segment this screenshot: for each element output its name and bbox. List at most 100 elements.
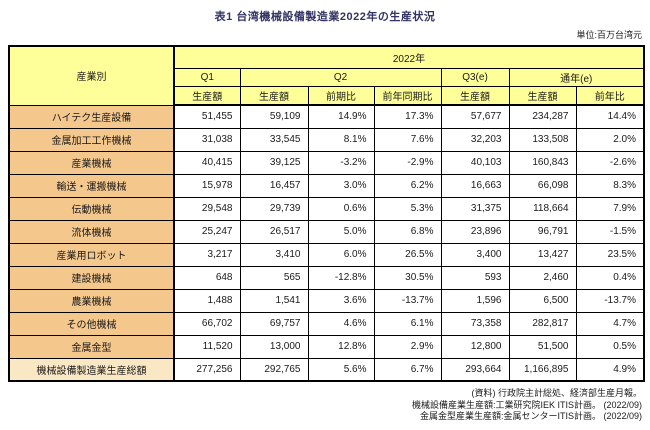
header-row-year: 産業別 2022年 (8, 45, 645, 106)
total-row: 機械設備製造業生産総額 277,256 292,765 5.6% 6.7% 293,664… (8, 357, 645, 382)
value-cell: 8.3% (575, 173, 645, 198)
value-cell: 32,203 (440, 127, 510, 152)
value-cell: 5.0% (307, 219, 375, 244)
value-cell: 40,103 (440, 150, 510, 175)
value-cell: 6.1% (373, 311, 442, 336)
value-cell: 66,702 (173, 311, 241, 336)
value-cell: 12.8% (307, 334, 375, 359)
value-cell: 33,545 (239, 127, 309, 152)
value-cell: 4.7% (575, 311, 645, 336)
value-cell: 565 (239, 265, 309, 290)
value-cell: 6.8% (373, 219, 442, 244)
industry-label-cell: 産業用ロボット (8, 242, 175, 267)
value-cell: 648 (173, 265, 241, 290)
value-cell: 73,358 (440, 311, 510, 336)
value-cell: 51,500 (508, 334, 577, 359)
value-cell: 14.9% (307, 104, 375, 129)
table-row: 金属加工工作機械 31,038 33,545 8.1% 7.6% 32,203 133,50… (8, 127, 645, 152)
value-cell: 66,098 (508, 173, 577, 198)
value-cell: 2.0% (575, 127, 645, 152)
production-table: 産業別 2022年 Q1 Q2 Q3(e) 通年(e) 生産額 生産額 前期比 … (8, 45, 646, 382)
header-measure: 前年比 (575, 85, 645, 106)
header-measure: 前期比 (307, 85, 375, 106)
value-cell: -3.2% (307, 150, 375, 175)
industry-label-cell: 産業機械 (8, 150, 175, 175)
table-body: ハイテク生産設備 51,455 59,109 14.9% 17.3% 57,677 234,… (8, 104, 645, 382)
value-cell: 277,256 (173, 357, 241, 382)
value-cell: 7.6% (373, 127, 442, 152)
value-cell: 6.2% (373, 173, 442, 198)
table-header: 産業別 2022年 Q1 Q2 Q3(e) 通年(e) 生産額 生産額 前期比 … (8, 45, 645, 106)
value-cell: 13,427 (508, 242, 577, 267)
value-cell: 26,517 (239, 219, 309, 244)
value-cell: -12.8% (307, 265, 375, 290)
header-q1: Q1 (173, 67, 241, 87)
header-industry: 産業別 (8, 45, 175, 106)
header-q2: Q2 (239, 67, 442, 87)
value-cell: 96,791 (508, 219, 577, 244)
value-cell: 0.6% (307, 196, 375, 221)
value-cell: 2,460 (508, 265, 577, 290)
value-cell: 16,457 (239, 173, 309, 198)
value-cell: 6.7% (373, 357, 442, 382)
value-cell: 23,896 (440, 219, 510, 244)
header-fullyear-e: 通年(e) (508, 67, 645, 87)
value-cell: 5.3% (373, 196, 442, 221)
industry-label-cell: 金属金型 (8, 334, 175, 359)
table-row: 建設機械 648 565 -12.8% 30.5% 593 2,460 0.4% (8, 265, 645, 290)
value-cell: 0.5% (575, 334, 645, 359)
value-cell: 59,109 (239, 104, 309, 129)
table-row: 金属金型 11,520 13,000 12.8% 2.9% 12,800 51,500 0.5… (8, 334, 645, 359)
value-cell: 11,520 (173, 334, 241, 359)
table-row: 流体機械 25,247 26,517 5.0% 6.8% 23,896 96,791 -1.5… (8, 219, 645, 244)
value-cell: 1,488 (173, 288, 241, 313)
value-cell: 1,596 (440, 288, 510, 313)
value-cell: 8.1% (307, 127, 375, 152)
industry-label-cell: 機械設備製造業生産総額 (8, 357, 175, 382)
value-cell: 293,664 (440, 357, 510, 382)
footnote-line: 金属金型産業生産額:金属センターITIS計画。 (2022/09) (419, 411, 642, 421)
footnote-line: (資料) 行政院主計総処、経済部生産月報。 (471, 388, 643, 398)
value-cell: 0.4% (575, 265, 645, 290)
value-cell: -13.7% (575, 288, 645, 313)
value-cell: -1.5% (575, 219, 645, 244)
industry-label-cell: 農業機械 (8, 288, 175, 313)
value-cell: 4.6% (307, 311, 375, 336)
industry-label-cell: 伝動機械 (8, 196, 175, 221)
value-cell: 282,817 (508, 311, 577, 336)
value-cell: 3.0% (307, 173, 375, 198)
value-cell: -2.9% (373, 150, 442, 175)
value-cell: 29,548 (173, 196, 241, 221)
value-cell: 3,217 (173, 242, 241, 267)
value-cell: 31,375 (440, 196, 510, 221)
industry-label-cell: その他機械 (8, 311, 175, 336)
value-cell: 2.9% (373, 334, 442, 359)
table-row: 産業機械 40,415 39,125 -3.2% -2.9% 40,103 160,843-… (8, 150, 645, 175)
header-row-measures: 生産額 生産額 前期比 前年同期比 生産額 生産額 前年比 (9, 85, 645, 106)
header-measure: 生産額 (173, 85, 241, 106)
industry-label-cell: ハイテク生産設備 (8, 104, 175, 129)
footnote-line: 機械設備産業生産額:工業研究院IEK ITIS計画。 (2022/09) (411, 399, 642, 410)
value-cell: 15,978 (173, 173, 241, 198)
value-cell: 25,247 (173, 219, 241, 244)
value-cell: 5.6% (307, 357, 375, 382)
value-cell: 133,508 (508, 127, 577, 152)
industry-label-cell: 金属加工工作機械 (8, 127, 175, 152)
value-cell: 17.3% (373, 104, 442, 129)
header-year: 2022年 (173, 45, 645, 69)
value-cell: 23.5% (575, 242, 645, 267)
value-cell: 29,739 (239, 196, 309, 221)
value-cell: 13,000 (239, 334, 309, 359)
value-cell: 160,843 (508, 150, 577, 175)
value-cell: 69,757 (239, 311, 309, 336)
table-row: 産業用ロボット 3,217 3,410 6.0% 26.5% 3,400 13,427 23.… (8, 242, 645, 267)
value-cell: 39,125 (239, 150, 309, 175)
value-cell: 292,765 (239, 357, 309, 382)
value-cell: 3,410 (239, 242, 309, 267)
value-cell: 31,038 (173, 127, 241, 152)
table-row: 輸送・運搬機械 15,978 16,457 3.0% 6.2% 16,663 66,098 8… (8, 173, 645, 198)
industry-label-cell: 輸送・運搬機械 (8, 173, 175, 198)
source-footnotes: (資料) 行政院主計総処、経済部生産月報。 機械設備産業生産額:工業研究院IEK… (412, 388, 642, 423)
unit-label: 単位:百万台湾元 (576, 30, 642, 40)
value-cell: 1,166,895 (508, 357, 577, 382)
